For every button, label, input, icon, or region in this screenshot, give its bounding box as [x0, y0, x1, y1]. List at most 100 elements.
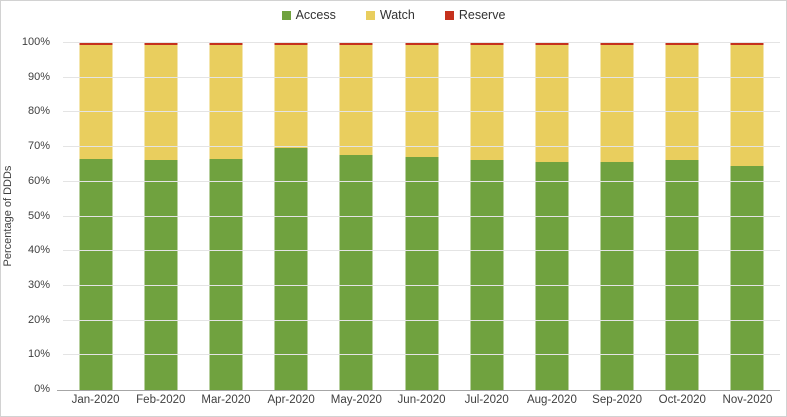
- bar-column: [324, 43, 389, 390]
- bar-segment-watch: [209, 45, 243, 159]
- gridline: [63, 319, 780, 321]
- bar-segment-access: [274, 148, 308, 390]
- bar-segment-reserve: [600, 43, 634, 46]
- legend-item-watch: Watch: [365, 8, 415, 22]
- bar-segment-access: [535, 162, 569, 390]
- legend-label: Reserve: [458, 8, 506, 22]
- x-tick-label: May-2020: [330, 394, 382, 406]
- bar-segment-watch: [274, 45, 308, 149]
- bar-column: [128, 43, 193, 390]
- bar-segment-access: [665, 160, 699, 390]
- x-axis-line: [57, 390, 780, 391]
- gridline: [63, 76, 780, 78]
- bars: [63, 43, 780, 390]
- bar-segment-access: [79, 159, 113, 390]
- gridline: [63, 250, 780, 252]
- bar-column: [519, 43, 584, 390]
- y-tick-label: 80%: [27, 105, 50, 118]
- gridline: [63, 354, 780, 356]
- bar-column: [650, 43, 715, 390]
- stacked-bar: [665, 43, 699, 390]
- y-tick-label: 100%: [21, 36, 50, 48]
- x-tick-label: Jan-2020: [71, 394, 120, 406]
- x-tick-label: Apr-2020: [267, 394, 315, 406]
- legend-swatch-icon: [444, 10, 454, 20]
- x-tick-label: Aug-2020: [526, 394, 577, 406]
- bar-segment-access: [339, 155, 373, 390]
- y-axis-labels: 0% 10% 20% 30% 40% 50% 60% 70% 80% 90% 100%: [1, 37, 56, 395]
- bar-segment-reserve: [470, 43, 504, 46]
- stacked-bar: [600, 43, 634, 390]
- bar-segment-reserve: [405, 43, 439, 46]
- x-tick-label: Oct-2020: [658, 394, 706, 406]
- legend: Access Watch Reserve: [1, 9, 786, 22]
- stacked-bar: [274, 43, 308, 390]
- gridline: [63, 42, 780, 43]
- bar-segment-access: [209, 158, 243, 390]
- y-tick-label: 10%: [27, 348, 50, 361]
- bar-segment-reserve: [209, 43, 243, 46]
- bar-segment-reserve: [730, 43, 764, 46]
- x-tick-label: Jun-2020: [397, 394, 446, 406]
- gridline: [63, 284, 780, 286]
- bar-segment-watch: [535, 45, 569, 163]
- legend-label: Access: [295, 8, 336, 22]
- stacked-bar: [144, 43, 178, 390]
- y-tick-label: 60%: [27, 174, 50, 187]
- x-tick-label: Feb-2020: [136, 394, 186, 406]
- bar-segment-access: [600, 161, 634, 390]
- stacked-bar: [209, 43, 243, 390]
- bar-segment-watch: [144, 45, 178, 160]
- stacked-bar: [405, 43, 439, 390]
- y-tick-label: 90%: [27, 70, 50, 83]
- gridline: [63, 146, 780, 148]
- bar-segment-watch: [79, 45, 113, 160]
- bar-segment-watch: [405, 45, 439, 157]
- bar-segment-watch: [665, 45, 699, 161]
- bar-segment-access: [470, 159, 504, 390]
- legend-swatch-icon: [365, 10, 375, 20]
- bar-segment-access: [730, 165, 764, 390]
- gridline: [63, 180, 780, 182]
- y-tick-label: 70%: [27, 140, 50, 153]
- bar-column: [389, 43, 454, 390]
- legend-label: Watch: [379, 8, 415, 22]
- y-tick-label: 40%: [27, 244, 50, 257]
- y-tick-label: 30%: [27, 278, 50, 291]
- bar-segment-watch: [339, 45, 373, 156]
- gridline: [63, 215, 780, 217]
- x-tick-label: Sep-2020: [592, 394, 643, 406]
- stacked-bar: [535, 43, 569, 390]
- bar-segment-reserve: [535, 43, 569, 46]
- bar-column: [193, 43, 258, 390]
- bar-column: [585, 43, 650, 390]
- stacked-bar: [79, 43, 113, 390]
- bar-segment-reserve: [274, 43, 308, 46]
- legend-swatch-icon: [281, 10, 291, 20]
- bar-column: [715, 43, 780, 390]
- x-tick-label: Nov-2020: [722, 394, 773, 406]
- x-tick-label: Mar-2020: [201, 394, 251, 406]
- y-tick-label: 50%: [27, 209, 50, 222]
- bar-segment-watch: [600, 45, 634, 162]
- bar-segment-reserve: [79, 43, 113, 46]
- bar-segment-reserve: [339, 43, 373, 46]
- gridline: [63, 111, 780, 113]
- y-tick-label: 20%: [27, 313, 50, 326]
- stacked-bar: [470, 43, 504, 390]
- bar-column: [259, 43, 324, 390]
- bar-segment-reserve: [144, 43, 178, 46]
- plot-area: [63, 42, 780, 390]
- bar-segment-access: [144, 159, 178, 390]
- stacked-bar: [339, 43, 373, 390]
- bar-column: [454, 43, 519, 390]
- legend-item-reserve: Reserve: [444, 8, 506, 22]
- x-tick-label: Jul-2020: [464, 394, 509, 406]
- bar-segment-watch: [730, 45, 764, 166]
- bar-segment-access: [405, 156, 439, 390]
- bar-segment-watch: [470, 45, 504, 160]
- bar-column: [63, 43, 128, 390]
- y-tick-label: 0%: [34, 383, 50, 395]
- bar-segment-reserve: [665, 43, 699, 46]
